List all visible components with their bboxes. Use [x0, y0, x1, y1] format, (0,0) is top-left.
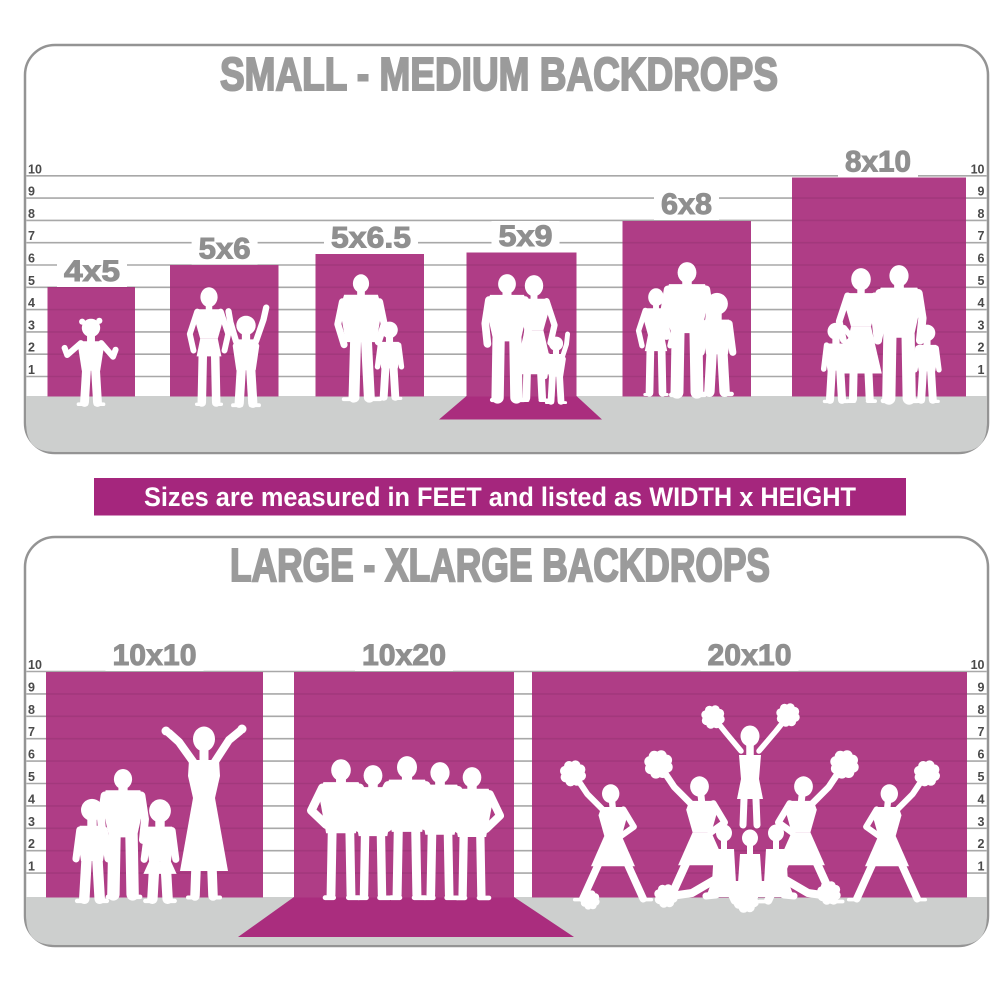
svg-text:20x10: 20x10 — [708, 639, 792, 672]
svg-text:1: 1 — [978, 860, 985, 874]
svg-text:5: 5 — [28, 770, 35, 784]
svg-text:1: 1 — [28, 860, 35, 874]
svg-text:5: 5 — [978, 274, 985, 288]
svg-text:7: 7 — [978, 725, 985, 739]
svg-text:10x20: 10x20 — [362, 639, 446, 672]
svg-text:3: 3 — [978, 318, 985, 332]
svg-text:2: 2 — [28, 341, 35, 355]
svg-text:5x9: 5x9 — [499, 220, 553, 253]
svg-text:1: 1 — [28, 363, 35, 377]
svg-text:2: 2 — [978, 837, 985, 851]
svg-text:4: 4 — [28, 792, 35, 806]
svg-text:10x10: 10x10 — [113, 639, 197, 672]
svg-text:4: 4 — [978, 296, 985, 310]
svg-text:8: 8 — [28, 207, 35, 221]
svg-text:4: 4 — [28, 296, 35, 310]
svg-text:9: 9 — [978, 680, 985, 694]
svg-text:10: 10 — [28, 162, 42, 176]
svg-text:3: 3 — [28, 815, 35, 829]
svg-text:LARGE - XLARGE BACKDROPS: LARGE - XLARGE BACKDROPS — [230, 539, 770, 591]
svg-text:10: 10 — [971, 162, 985, 176]
svg-text:8x10: 8x10 — [845, 146, 911, 179]
svg-text:8: 8 — [28, 703, 35, 717]
svg-text:8: 8 — [978, 703, 985, 717]
svg-text:6: 6 — [978, 748, 985, 762]
svg-text:4x5: 4x5 — [64, 255, 120, 288]
svg-text:6x8: 6x8 — [661, 188, 712, 221]
svg-text:9: 9 — [28, 680, 35, 694]
svg-text:2: 2 — [978, 341, 985, 355]
svg-text:6: 6 — [28, 252, 35, 266]
svg-text:3: 3 — [28, 318, 35, 332]
svg-text:10: 10 — [28, 658, 42, 672]
svg-text:9: 9 — [28, 185, 35, 199]
svg-text:7: 7 — [28, 229, 35, 243]
svg-text:5x6.5: 5x6.5 — [331, 222, 411, 255]
svg-text:9: 9 — [978, 185, 985, 199]
svg-text:1: 1 — [978, 363, 985, 377]
svg-text:2: 2 — [28, 837, 35, 851]
svg-text:7: 7 — [978, 229, 985, 243]
svg-text:5x6: 5x6 — [199, 233, 251, 266]
svg-text:6: 6 — [978, 252, 985, 266]
svg-text:5: 5 — [28, 274, 35, 288]
svg-text:3: 3 — [978, 815, 985, 829]
svg-text:10: 10 — [971, 658, 985, 672]
svg-text:7: 7 — [28, 725, 35, 739]
svg-text:5: 5 — [978, 770, 985, 784]
svg-text:Sizes are measured in FEET and: Sizes are measured in FEET and listed as… — [144, 482, 856, 512]
svg-text:SMALL - MEDIUM BACKDROPS: SMALL - MEDIUM BACKDROPS — [220, 48, 778, 100]
svg-text:4: 4 — [978, 792, 985, 806]
svg-text:8: 8 — [978, 207, 985, 221]
svg-text:6: 6 — [28, 748, 35, 762]
